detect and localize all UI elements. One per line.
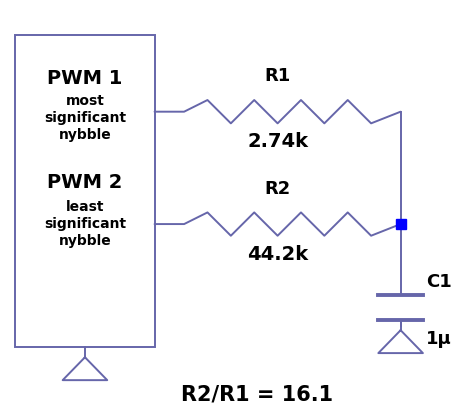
Text: most
significant
nybble: most significant nybble [44, 93, 126, 142]
Text: PWM 1: PWM 1 [47, 69, 123, 88]
Text: PWM 2: PWM 2 [47, 173, 123, 192]
Text: 44.2k: 44.2k [247, 245, 308, 264]
Text: R2/R1 = 16.1: R2/R1 = 16.1 [181, 385, 333, 405]
Text: C1: C1 [426, 273, 452, 291]
Text: least
significant
nybble: least significant nybble [44, 200, 126, 248]
Bar [15, 35, 155, 347]
Text: 1μ: 1μ [426, 329, 452, 347]
Text: R1: R1 [264, 67, 291, 85]
Text: R2: R2 [264, 180, 291, 198]
Text: 2.74k: 2.74k [247, 132, 308, 151]
